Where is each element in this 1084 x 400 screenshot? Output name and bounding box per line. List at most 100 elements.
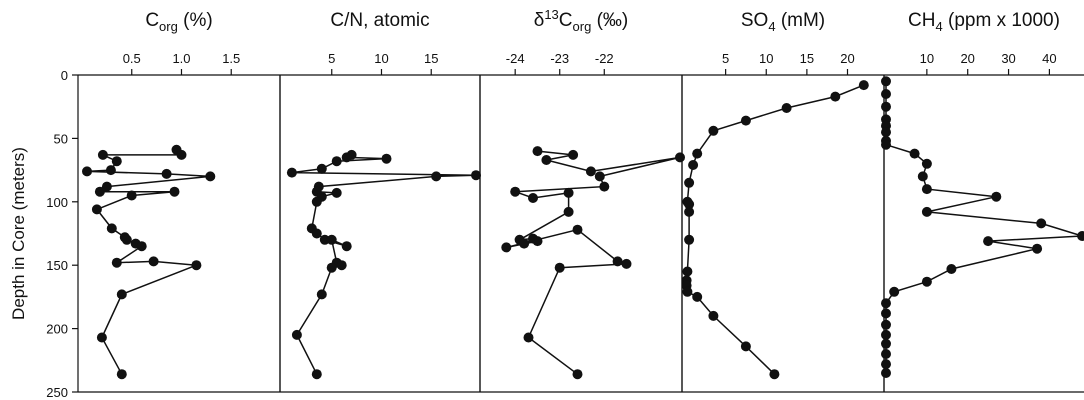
x-tick-label: 1.0 bbox=[172, 51, 190, 66]
x-tick-label: 40 bbox=[1042, 51, 1056, 66]
data-point bbox=[946, 264, 957, 274]
data-point bbox=[781, 103, 792, 113]
data-point bbox=[501, 242, 512, 253]
data-point bbox=[688, 160, 699, 170]
data-point bbox=[881, 319, 891, 330]
data-point bbox=[541, 155, 552, 165]
data-point bbox=[881, 368, 891, 378]
data-point bbox=[311, 369, 322, 380]
data-point bbox=[116, 289, 127, 300]
data-point bbox=[319, 234, 330, 245]
panel-title: Corg (%) bbox=[145, 10, 212, 34]
data-point bbox=[983, 236, 994, 247]
y-tick-label: 150 bbox=[46, 258, 68, 273]
x-tick-label: -24 bbox=[506, 51, 525, 66]
data-point bbox=[101, 181, 112, 192]
data-point bbox=[91, 204, 102, 215]
data-point bbox=[126, 190, 137, 201]
data-point bbox=[316, 163, 327, 174]
data-point bbox=[510, 186, 521, 197]
data-point bbox=[740, 115, 751, 126]
x-tick-label: 30 bbox=[1001, 51, 1015, 66]
data-point bbox=[528, 193, 538, 203]
y-tick-label: 50 bbox=[54, 131, 68, 146]
data-point bbox=[881, 139, 891, 150]
data-point bbox=[205, 171, 216, 182]
data-point bbox=[1032, 243, 1043, 254]
data-point bbox=[881, 329, 891, 340]
data-point bbox=[881, 76, 891, 87]
series-line bbox=[885, 81, 1083, 373]
data-point bbox=[523, 332, 534, 343]
data-point bbox=[563, 206, 574, 217]
data-point bbox=[111, 257, 122, 268]
data-point bbox=[568, 149, 579, 160]
data-point bbox=[858, 80, 869, 91]
data-point bbox=[594, 171, 605, 182]
data-point bbox=[830, 91, 841, 102]
data-point bbox=[116, 369, 127, 380]
data-point bbox=[519, 238, 530, 249]
data-point bbox=[921, 276, 932, 287]
data-point bbox=[621, 258, 632, 269]
data-point bbox=[708, 125, 719, 136]
data-point bbox=[97, 149, 108, 160]
data-point bbox=[599, 181, 610, 192]
data-point bbox=[881, 298, 891, 309]
series-line bbox=[506, 150, 681, 375]
data-point bbox=[881, 359, 891, 370]
panel-title: δ13Corg (‰) bbox=[534, 7, 629, 34]
data-point bbox=[740, 341, 751, 352]
x-tick-label: 5 bbox=[328, 51, 335, 66]
data-point bbox=[471, 170, 481, 181]
data-point bbox=[682, 266, 693, 277]
data-point bbox=[917, 171, 928, 182]
data-point bbox=[532, 146, 543, 157]
y-axis-label: Depth in Core (meters) bbox=[9, 147, 28, 320]
y-tick-label: 200 bbox=[46, 322, 68, 337]
data-point bbox=[881, 308, 891, 319]
data-point bbox=[881, 338, 891, 349]
data-point bbox=[572, 369, 583, 380]
data-point bbox=[381, 153, 392, 164]
data-point bbox=[111, 156, 122, 167]
data-point bbox=[921, 184, 932, 195]
data-point bbox=[176, 149, 187, 160]
data-point bbox=[331, 156, 342, 167]
data-point bbox=[572, 224, 583, 235]
data-point bbox=[991, 191, 1002, 202]
data-point bbox=[326, 234, 337, 245]
data-point bbox=[532, 236, 543, 247]
data-point bbox=[326, 262, 337, 273]
data-point bbox=[311, 228, 322, 239]
y-tick-label: 100 bbox=[46, 195, 68, 210]
x-tick-label: 20 bbox=[840, 51, 854, 66]
data-point bbox=[94, 186, 105, 197]
data-point bbox=[316, 289, 327, 300]
panel-title: SO4 (mM) bbox=[741, 10, 825, 34]
data-point bbox=[921, 206, 932, 217]
data-point bbox=[692, 291, 703, 302]
data-point bbox=[881, 101, 891, 112]
data-point bbox=[585, 166, 596, 177]
data-point bbox=[106, 223, 117, 234]
x-tick-label: 10 bbox=[374, 51, 388, 66]
data-point bbox=[563, 187, 574, 198]
x-tick-label: 10 bbox=[759, 51, 773, 66]
panel-title: CH4 (ppm x 1000) bbox=[908, 10, 1060, 34]
x-tick-label: -22 bbox=[595, 51, 614, 66]
data-point bbox=[1077, 231, 1084, 241]
x-tick-label: 15 bbox=[800, 51, 814, 66]
data-point bbox=[191, 260, 202, 271]
data-point bbox=[82, 166, 92, 177]
data-point bbox=[331, 187, 342, 198]
x-tick-label: 0.5 bbox=[123, 51, 141, 66]
x-tick-label: 20 bbox=[960, 51, 974, 66]
x-tick-label: 1.5 bbox=[222, 51, 240, 66]
data-point bbox=[684, 177, 695, 188]
data-point bbox=[682, 286, 693, 297]
data-point bbox=[909, 148, 920, 159]
x-tick-label: 5 bbox=[722, 51, 729, 66]
x-tick-label: 15 bbox=[424, 51, 438, 66]
